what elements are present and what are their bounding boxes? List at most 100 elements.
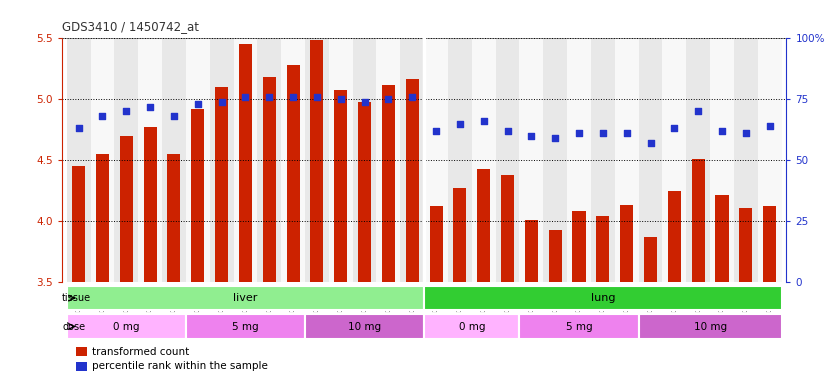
Bar xyxy=(358,102,371,282)
Bar xyxy=(520,314,638,339)
Bar xyxy=(453,188,467,282)
Bar xyxy=(662,38,686,282)
Point xyxy=(215,99,228,105)
Bar xyxy=(638,314,781,339)
Bar xyxy=(620,205,634,282)
Point xyxy=(525,133,538,139)
Point xyxy=(453,121,467,127)
Bar xyxy=(477,169,491,282)
Text: 0 mg: 0 mg xyxy=(458,321,485,331)
Bar xyxy=(425,38,448,282)
Bar xyxy=(186,38,210,282)
Bar xyxy=(734,38,757,282)
Text: 10 mg: 10 mg xyxy=(694,321,727,331)
Bar xyxy=(186,314,305,339)
Point xyxy=(501,128,514,134)
Bar xyxy=(72,166,85,282)
Bar xyxy=(215,87,228,282)
Point xyxy=(406,94,419,100)
Bar xyxy=(496,38,520,282)
Bar xyxy=(239,45,252,282)
Point xyxy=(263,94,276,100)
Text: 10 mg: 10 mg xyxy=(348,321,381,331)
Point xyxy=(168,113,181,119)
Bar xyxy=(287,65,300,282)
Bar xyxy=(472,38,496,282)
Bar xyxy=(667,190,681,282)
Bar xyxy=(67,286,424,310)
Point xyxy=(572,130,586,136)
Bar xyxy=(544,38,567,282)
Bar xyxy=(448,38,472,282)
Bar xyxy=(425,286,781,310)
Point xyxy=(96,113,109,119)
Text: liver: liver xyxy=(233,293,258,303)
Point xyxy=(620,130,634,136)
Bar xyxy=(596,216,610,282)
Bar xyxy=(715,195,729,282)
Bar xyxy=(305,38,329,282)
Text: tissue: tissue xyxy=(62,293,92,303)
Point xyxy=(287,94,300,100)
Bar xyxy=(638,38,662,282)
Bar xyxy=(281,38,305,282)
Point xyxy=(644,140,657,146)
Bar xyxy=(234,38,258,282)
Point xyxy=(382,96,395,103)
Point xyxy=(691,108,705,114)
Point xyxy=(120,108,133,114)
Point xyxy=(596,130,610,136)
Bar xyxy=(77,362,88,371)
Point xyxy=(191,101,204,107)
Bar xyxy=(353,38,377,282)
Bar xyxy=(67,38,91,282)
Bar xyxy=(96,154,109,282)
Bar xyxy=(691,159,705,282)
Bar xyxy=(329,38,353,282)
Point xyxy=(335,96,348,103)
Bar xyxy=(210,38,234,282)
Text: GDS3410 / 1450742_at: GDS3410 / 1450742_at xyxy=(62,20,199,33)
Bar xyxy=(168,154,181,282)
Bar xyxy=(525,220,538,282)
Bar xyxy=(311,40,324,282)
Point xyxy=(311,94,324,100)
Bar xyxy=(401,38,425,282)
Bar xyxy=(305,314,425,339)
Bar xyxy=(430,207,443,282)
Text: 0 mg: 0 mg xyxy=(113,321,140,331)
Bar xyxy=(335,89,347,282)
Text: 5 mg: 5 mg xyxy=(232,321,259,331)
Point xyxy=(144,104,157,110)
Bar xyxy=(258,38,281,282)
Bar xyxy=(501,175,514,282)
Bar xyxy=(520,38,544,282)
Bar xyxy=(615,38,638,282)
Bar xyxy=(67,314,186,339)
Bar xyxy=(91,38,114,282)
Bar xyxy=(377,38,401,282)
Bar xyxy=(591,38,615,282)
Bar xyxy=(138,38,162,282)
Bar xyxy=(548,230,562,282)
Point xyxy=(358,99,371,105)
Text: 5 mg: 5 mg xyxy=(566,321,592,331)
Point xyxy=(763,123,776,129)
Bar xyxy=(710,38,734,282)
Point xyxy=(477,118,491,124)
Bar xyxy=(686,38,710,282)
Point xyxy=(715,128,729,134)
Text: transformed count: transformed count xyxy=(93,347,190,357)
Bar xyxy=(425,314,520,339)
Bar xyxy=(382,84,395,282)
Bar xyxy=(114,38,138,282)
Bar xyxy=(757,38,781,282)
Bar xyxy=(144,127,157,282)
Bar xyxy=(120,136,133,282)
Text: percentile rank within the sample: percentile rank within the sample xyxy=(93,361,268,371)
Point xyxy=(430,128,443,134)
Bar xyxy=(192,109,204,282)
Point xyxy=(667,126,681,132)
Bar xyxy=(572,211,586,282)
Point xyxy=(548,135,562,141)
